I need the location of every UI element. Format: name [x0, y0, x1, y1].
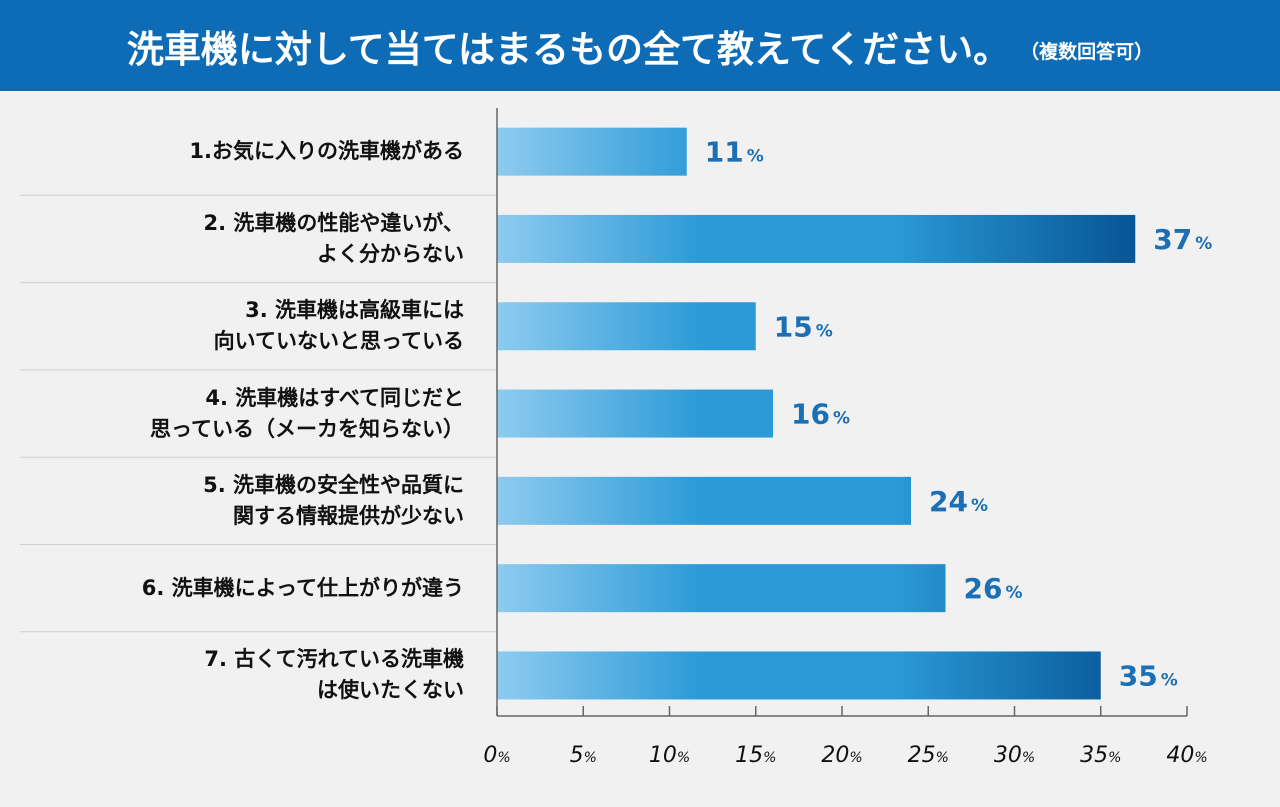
- category-label-line: 2. 洗車機の性能や違いが、: [203, 210, 464, 235]
- bar: [497, 476, 911, 525]
- x-tick-label: 5%: [570, 743, 597, 768]
- bar: [497, 389, 773, 438]
- bar: [497, 564, 946, 613]
- x-tick-label: 0%: [483, 743, 510, 768]
- category-label: 7. 古くて汚れている洗車機は使いたくない: [204, 644, 464, 706]
- category-label: 2. 洗車機の性能や違いが、よく分からない: [204, 208, 464, 270]
- category-label-line: よく分からない: [317, 241, 464, 266]
- category-label-line: 関する情報提供が少ない: [233, 503, 464, 528]
- data-label: 16%: [791, 398, 850, 431]
- category-label-line: 1.お気に入りの洗車機がある: [189, 139, 464, 164]
- chart-title: 洗車機に対して当てはまるもの全て教えてください。: [126, 27, 1011, 71]
- category-label-line: は使いたくない: [317, 678, 464, 703]
- category-label-line: 4. 洗車機はすべて同じだと: [205, 385, 464, 410]
- x-tick-label: 35%: [1080, 743, 1121, 768]
- category-label: 4. 洗車機はすべて同じだと思っている（メーカを知らない）: [150, 383, 464, 445]
- category-label: 5. 洗車機の安全性や品質に関する情報提供が少ない: [203, 470, 464, 532]
- x-tick-label: 10%: [649, 743, 690, 768]
- bar: [497, 214, 1136, 263]
- data-label: 15%: [774, 310, 833, 343]
- category-label-line: 向いていないと思っている: [213, 329, 464, 354]
- x-tick-label: 20%: [821, 743, 862, 768]
- data-label: 37%: [1153, 223, 1212, 256]
- row-separators: [20, 194, 497, 633]
- x-tick-label: 40%: [1166, 743, 1207, 768]
- bar: [497, 302, 756, 351]
- category-label-line: 6. 洗車機によって仕上がりが違う: [141, 575, 464, 600]
- data-label: 11%: [705, 136, 764, 169]
- chart-header: 洗車機に対して当てはまるもの全て教えてください。 （複数回答可）: [0, 0, 1280, 91]
- category-label-line: 7. 古くて汚れている洗車機: [204, 647, 464, 672]
- x-tick-label: 15%: [735, 743, 776, 768]
- category-label: 6. 洗車機によって仕上がりが違う: [142, 573, 464, 604]
- category-label-line: 思っている（メーカを知らない）: [150, 416, 464, 441]
- data-label: 24%: [929, 485, 988, 518]
- bars: [497, 127, 1136, 700]
- data-label: 26%: [964, 572, 1023, 605]
- value-labels: 11 % 37 % 15 % 16 % 24 % 26 % 35%: [705, 136, 1213, 693]
- category-label: 1.お気に入りの洗車機がある: [189, 136, 464, 167]
- bar: [497, 651, 1101, 700]
- category-label-line: 3. 洗車機は高級車には: [245, 298, 464, 323]
- x-tick-label: 30%: [994, 743, 1035, 768]
- category-label-line: 5. 洗車機の安全性や品質に: [203, 472, 464, 497]
- bar: [497, 127, 687, 176]
- chart-subtitle: （複数回答可）: [1020, 41, 1154, 63]
- category-label: 3. 洗車機は高級車には向いていないと思っている: [214, 295, 464, 357]
- x-tick-label: 25%: [908, 743, 949, 768]
- data-label: 35%: [1119, 659, 1178, 692]
- x-axis: 0% 5% 10% 15% 20% 25% 30% 35% 40%: [483, 108, 1208, 768]
